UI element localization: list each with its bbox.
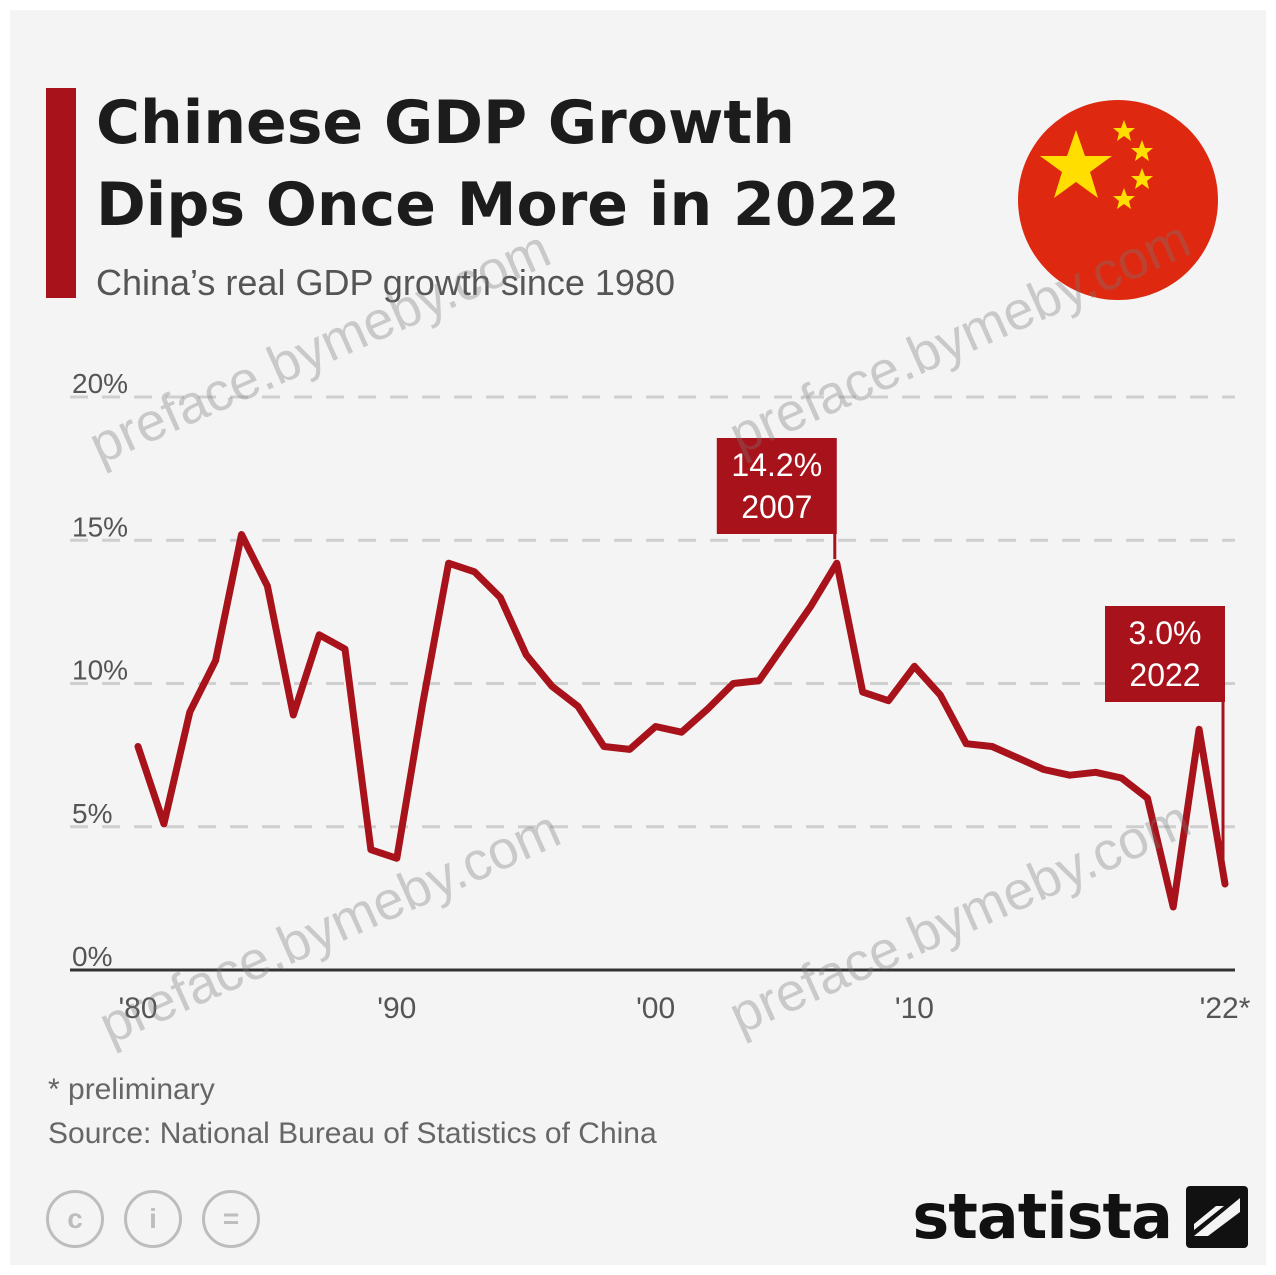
data-point	[964, 741, 969, 746]
data-point	[601, 744, 606, 749]
data-point	[575, 704, 580, 709]
data-point	[213, 658, 218, 663]
data-point	[368, 847, 373, 852]
data-point	[808, 604, 813, 609]
data-point	[136, 744, 140, 749]
data-point	[446, 561, 451, 566]
footnotes: * preliminary Source: National Bureau of…	[48, 1068, 657, 1156]
x-tick-label: '80	[118, 992, 157, 1025]
y-tick-label: 20%	[72, 368, 128, 399]
data-point	[343, 647, 348, 652]
page-subtitle: China’s real GDP growth since 1980	[96, 262, 675, 303]
data-point	[886, 698, 891, 703]
data-point	[757, 678, 762, 683]
gdp-growth-line	[134, 531, 1229, 911]
data-point	[187, 710, 192, 715]
annotation-value-label: 3.0%	[1129, 615, 1202, 651]
statista-logo-icon	[1186, 1185, 1248, 1248]
data-point	[1093, 770, 1098, 775]
data-point	[498, 595, 503, 600]
data-point	[472, 569, 477, 574]
preliminary-note: * preliminary	[48, 1073, 215, 1106]
data-point	[1067, 773, 1072, 778]
data-point	[1041, 767, 1046, 772]
data-point	[317, 632, 322, 637]
data-point	[394, 856, 399, 861]
data-point	[627, 747, 632, 752]
china-flag-icon	[1018, 100, 1218, 300]
y-tick-label: 10%	[72, 655, 128, 686]
source-note: Source: National Bureau of Statistics of…	[48, 1117, 657, 1150]
data-point	[679, 730, 684, 735]
page-title: Chinese GDP Growth Dips Once More in 202…	[96, 82, 900, 246]
data-point	[653, 724, 658, 729]
y-tick-label: 15%	[72, 511, 128, 542]
data-point	[524, 652, 529, 657]
data-point	[990, 744, 995, 749]
annotation-year-label: 2022	[1129, 657, 1200, 693]
data-point	[291, 713, 296, 718]
annotation-box	[716, 438, 837, 534]
data-point	[1145, 796, 1150, 801]
annotation-box	[1105, 606, 1225, 702]
data-point	[1197, 727, 1202, 732]
data-point	[239, 532, 244, 537]
no-derivatives-icon[interactable]: =	[202, 1190, 260, 1248]
accent-bar	[46, 88, 76, 298]
title-line-1: Chinese GDP Growth	[96, 88, 795, 158]
data-point	[1171, 904, 1176, 909]
data-point	[265, 584, 270, 589]
y-tick-label: 0%	[72, 941, 112, 972]
x-tick-label: '00	[636, 992, 675, 1025]
data-point	[161, 821, 166, 826]
x-tick-label: '10	[895, 992, 934, 1025]
cc-icon[interactable]: c	[46, 1190, 104, 1248]
data-point	[420, 701, 425, 706]
x-tick-label: '22*	[1200, 992, 1251, 1025]
annotation-value-label: 14.2%	[731, 447, 822, 483]
title-line-2: Dips Once More in 2022	[96, 170, 901, 240]
annotation-year-label: 2007	[741, 489, 812, 525]
brand-name: statista	[912, 1180, 1173, 1253]
data-point	[731, 681, 736, 686]
data-point	[550, 684, 555, 689]
brand: statista	[912, 1180, 1248, 1253]
x-tick-label: '90	[377, 992, 416, 1025]
data-point	[834, 561, 839, 566]
data-point	[912, 664, 917, 669]
y-tick-label: 5%	[72, 798, 112, 829]
attribution-icon[interactable]: i	[124, 1190, 182, 1248]
data-point	[1015, 755, 1020, 760]
data-point	[938, 692, 943, 697]
data-point	[1119, 776, 1124, 781]
data-point	[705, 707, 710, 712]
data-point	[783, 641, 788, 646]
license-icons: c i =	[46, 1190, 260, 1248]
data-point	[1223, 882, 1227, 887]
data-point	[860, 690, 865, 695]
